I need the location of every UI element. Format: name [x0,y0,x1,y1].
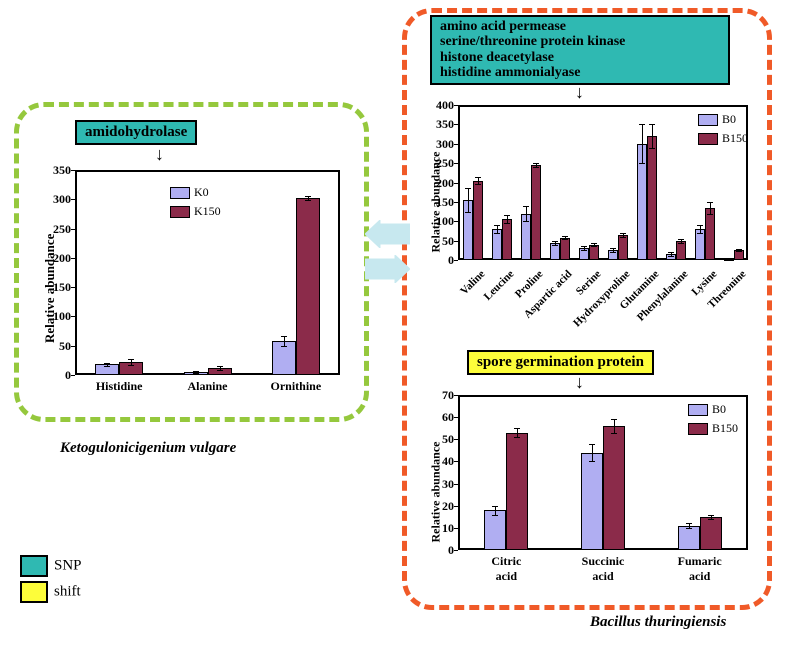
bar [560,238,570,260]
ytick: 50 [428,432,454,447]
bar [618,235,628,260]
ytick: 30 [428,477,454,492]
left-title: amidohydrolase [85,124,187,140]
ytick: 50 [45,339,71,354]
right-bottom-chart: Relative abundance 010203040506070 Citri… [418,390,758,595]
ytick: 100 [45,309,71,324]
right-top-chart: Relative abundance 050100150200250300350… [418,100,758,335]
xcat: Ornithine [252,379,340,394]
key: SNP shift [20,555,82,603]
ytick: 400 [428,98,454,113]
ytick: 60 [428,410,454,425]
ytick: 350 [45,163,71,178]
arrow-left-to-right [365,255,410,283]
right-top-title-box: amino acid permease serine/threonine pro… [430,15,730,85]
ytick: 0 [45,368,71,383]
ytick: 0 [428,253,454,268]
right-bottom-title-box: spore germination protein [467,350,654,375]
bar [506,433,528,550]
bar [581,453,603,550]
left-arrow: ↓ [155,144,164,165]
ytick: 200 [428,176,454,191]
bar [700,517,722,550]
ytick: 50 [428,234,454,249]
left-chart: Relative abundance 050100150200250300350… [30,165,350,405]
left-species: Ketogulonicigenium vulgare [60,440,236,457]
ytick: 350 [428,117,454,132]
ytick: 40 [428,454,454,469]
left-title-box: amidohydrolase [75,120,197,145]
bar [678,526,700,550]
xcat: Alanine [163,379,251,394]
bar [473,181,483,260]
xcat: Succinicacid [555,554,652,584]
bar [531,165,541,260]
ytick: 150 [45,280,71,295]
ytick: 70 [428,388,454,403]
right-species: Bacillus thuringiensis [590,614,726,631]
bar [647,136,657,260]
xcat: Histidine [75,379,163,394]
rt-legend: B0 B150 [698,112,748,150]
bar [502,219,512,260]
ytick: 150 [428,195,454,210]
bar [603,426,625,550]
xcat: Fumaricacid [651,554,748,584]
ytick: 20 [428,499,454,514]
xcat: Citricacid [458,554,555,584]
ytick: 100 [428,214,454,229]
ytick: 200 [45,251,71,266]
ytick: 300 [428,137,454,152]
rb-legend: B0 B150 [688,402,738,440]
ytick: 250 [428,156,454,171]
right-bottom-title: spore germination protein [477,354,644,370]
bar [484,510,506,550]
bar [296,198,320,375]
ytick: 10 [428,521,454,536]
left-legend: K0 K150 [170,185,221,223]
arrow-right-to-left [365,220,410,248]
ytick: 0 [428,543,454,558]
ytick: 250 [45,222,71,237]
bar [705,208,715,260]
ytick: 300 [45,192,71,207]
